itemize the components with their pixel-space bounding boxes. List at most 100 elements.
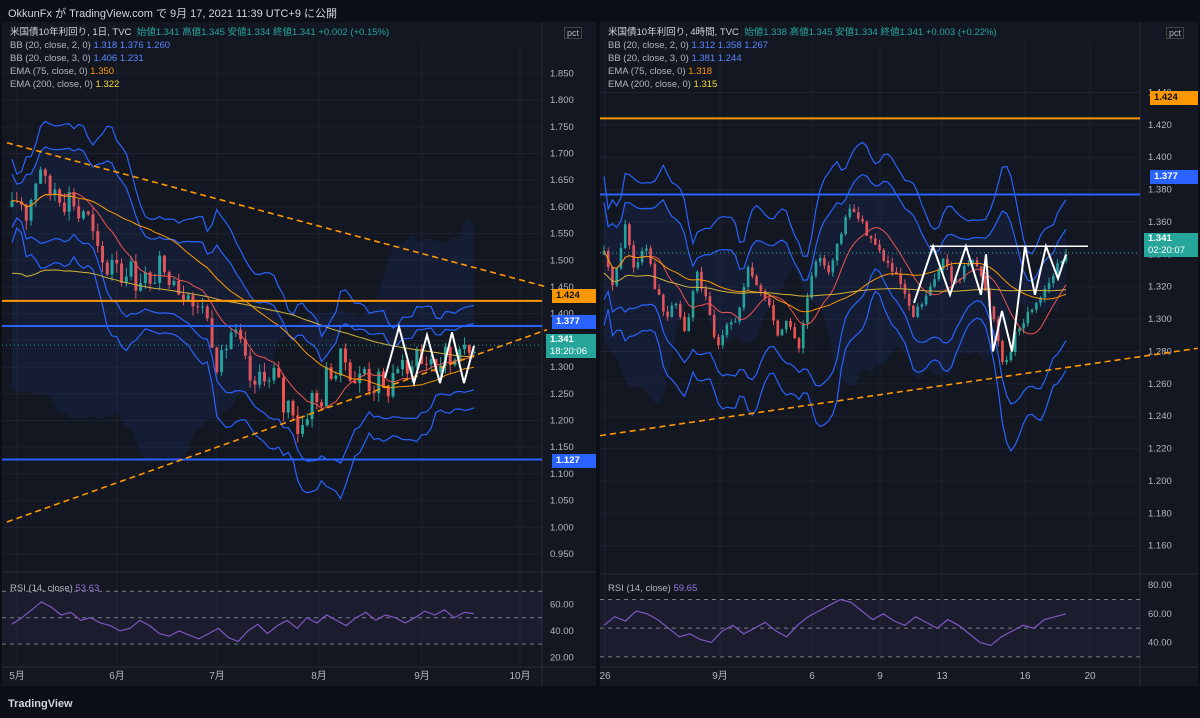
y-tick-label: 1.280 <box>1148 346 1172 357</box>
candle-body <box>272 367 276 381</box>
candle-body <box>950 266 953 282</box>
price-pattern <box>384 323 475 387</box>
candle-body <box>666 311 669 317</box>
h4-rsi-legend: RSI (14, close) 59.65 <box>608 583 697 594</box>
bb2-upper <box>11 146 475 363</box>
candle-body <box>763 290 767 299</box>
candle-body <box>310 392 314 420</box>
y-tick-label: 1.380 <box>1148 185 1172 196</box>
h4-pill-orange: 1.424 <box>1150 91 1198 105</box>
candle-body <box>619 247 623 269</box>
h4-pill-current: 1.341 02:20:07 <box>1144 233 1198 257</box>
daily-current-price: 1.341 <box>550 334 574 345</box>
candle-body <box>793 327 797 339</box>
candle-body <box>386 387 390 397</box>
tradingview-logo: TradingView <box>8 698 73 710</box>
bb-fill <box>12 146 474 464</box>
candle-body <box>10 200 14 207</box>
candle-body <box>657 289 661 295</box>
candle-body <box>653 263 657 290</box>
candle-body <box>377 371 381 394</box>
candle-body <box>797 338 801 349</box>
candle-body <box>687 317 691 332</box>
candle-body <box>806 297 809 324</box>
candle-body <box>286 400 290 413</box>
daily-axis-unit[interactable]: pct <box>564 27 583 39</box>
candle-body <box>58 189 62 203</box>
candle-body <box>362 368 366 374</box>
candle-body <box>315 392 319 403</box>
candle-body <box>674 303 678 306</box>
y-tick-label: 1.300 <box>550 362 574 373</box>
y-tick-label: 1.160 <box>1148 541 1172 552</box>
candle-body <box>158 255 162 283</box>
candle-body <box>869 235 873 239</box>
candle-body <box>1060 260 1064 264</box>
ema75-line <box>11 193 475 389</box>
x-tick-label: 13 <box>936 671 948 682</box>
price-pattern <box>913 242 1067 352</box>
trend-line <box>600 347 1198 437</box>
candle-body <box>1026 311 1030 324</box>
candle-body <box>382 371 386 388</box>
h4-chart-svg[interactable]: 1.160 1.180 1.200 1.220 1.240 1.260 1.280 1.300… <box>600 22 1198 686</box>
candle-body <box>134 261 138 291</box>
candle-body <box>865 221 869 236</box>
bb2-lower <box>603 268 1067 405</box>
candle-body <box>1064 254 1068 261</box>
candle-body <box>1018 328 1021 332</box>
h4-current-time: 02:20:07 <box>1148 245 1185 256</box>
candle-body <box>177 280 181 295</box>
candle-body <box>296 415 300 434</box>
candle-body <box>115 259 119 264</box>
candle-body <box>72 192 76 207</box>
daily-bb1-label: BB (20, close, 2, 0) <box>10 40 91 51</box>
candle-body <box>768 298 771 306</box>
candle-body <box>67 192 71 212</box>
candle-body <box>852 208 856 213</box>
h4-bb2-values: 1.381 1.244 <box>691 53 742 64</box>
x-tick-label: 9月 <box>712 670 728 682</box>
daily-title: 米国債10年利回り, 1日, TVC <box>10 27 132 38</box>
candle-body <box>899 273 902 284</box>
daily-chart-svg[interactable]: 0.950 1.000 1.050 1.100 1.150 1.200 1.250 1.300… <box>2 22 596 686</box>
candle-body <box>143 272 147 283</box>
candle-body <box>267 380 271 382</box>
y-tick-label: 1.220 <box>1148 444 1172 455</box>
candle-body <box>162 255 166 273</box>
candle-body <box>458 349 462 360</box>
h4-bb1-values: 1.312 1.358 1.267 <box>691 40 769 51</box>
candle-body <box>100 245 104 263</box>
candle-body <box>1051 275 1055 284</box>
candle-body <box>258 371 262 385</box>
candle-body <box>472 352 476 354</box>
candle-body <box>210 318 214 348</box>
candle-body <box>810 275 813 298</box>
candle-body <box>353 380 357 384</box>
trend-line <box>6 142 548 288</box>
candle-body <box>372 391 376 394</box>
candle-body <box>405 359 409 374</box>
rsi-tick-label: 60.00 <box>1148 609 1172 620</box>
h4-axis-unit[interactable]: pct <box>1166 27 1185 39</box>
candle-body <box>984 275 987 291</box>
candle-body <box>751 267 754 277</box>
bb3-lower <box>11 227 475 501</box>
candle-body <box>462 344 466 350</box>
candle-body <box>324 367 328 407</box>
candle-body <box>105 262 109 275</box>
candle-body <box>410 366 414 374</box>
candle-body <box>301 425 305 434</box>
y-tick-label: 1.600 <box>550 202 574 213</box>
candle-body <box>220 350 224 373</box>
candle-body <box>814 261 818 276</box>
daily-rsi-value: 53.63 <box>75 583 100 594</box>
candle-body <box>840 234 843 244</box>
daily-chart-panel[interactable]: 0.950 1.000 1.050 1.100 1.150 1.200 1.250 1.300… <box>2 22 596 686</box>
h4-chart-panel[interactable]: 1.160 1.180 1.200 1.220 1.240 1.260 1.280 1.300… <box>600 22 1198 686</box>
candle-body <box>367 368 371 392</box>
y-tick-label: 1.050 <box>550 496 574 507</box>
candle-body <box>861 218 864 222</box>
candle-body <box>1009 351 1013 360</box>
y-tick-label: 1.700 <box>550 148 574 159</box>
